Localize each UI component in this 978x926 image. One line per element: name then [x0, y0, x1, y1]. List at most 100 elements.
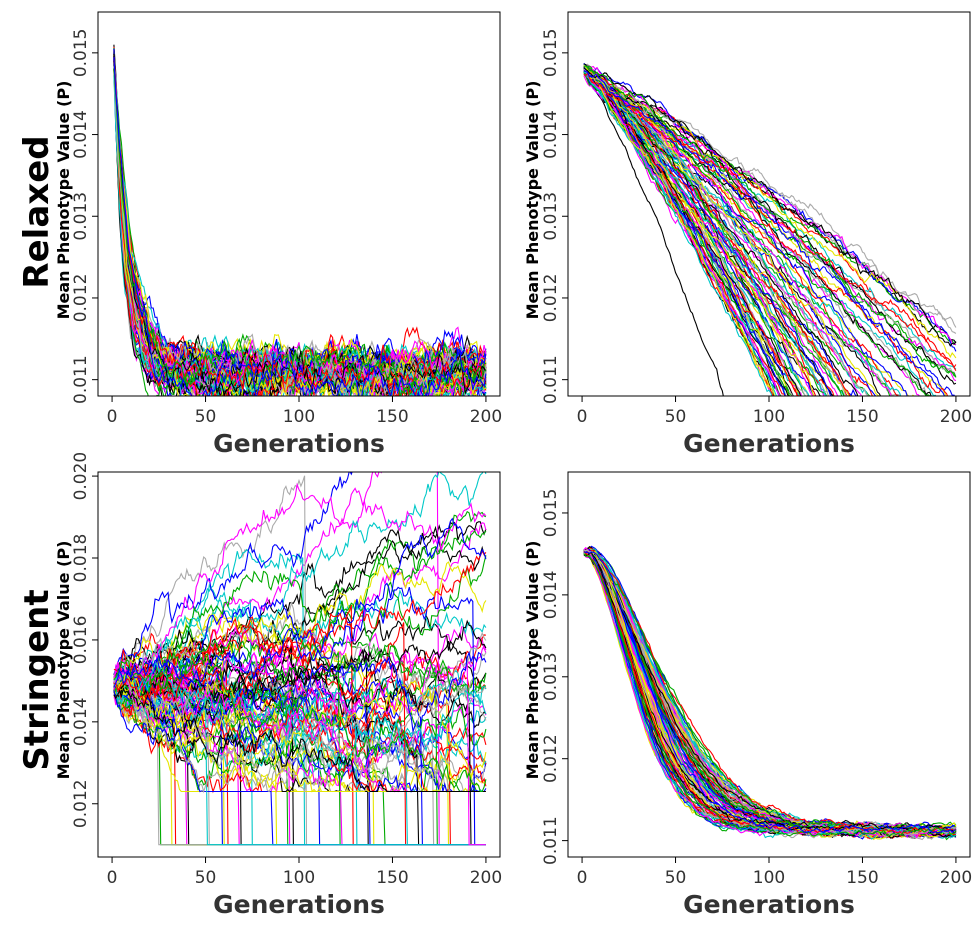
chart-panel-top-right: 0 50 100 150 200 0.011 0.012 0.013 0.014 0.015 Gen… [523, 11, 972, 458]
y-tick-label: 0.013 [71, 192, 91, 241]
x-tick-label: 50 [665, 407, 687, 427]
series-line [113, 57, 487, 396]
y-tick-label: 0.014 [71, 698, 91, 747]
series-line [113, 57, 487, 396]
y-tick-label: 0.011 [541, 816, 561, 865]
series-line [583, 550, 957, 835]
x-tick-label: 100 [283, 868, 315, 888]
series-line [583, 70, 902, 396]
x-tick-label: 50 [195, 407, 217, 427]
y-tick-label: 0.014 [71, 110, 91, 159]
series-line [583, 73, 957, 346]
series-line [583, 67, 957, 347]
series-line [583, 66, 810, 396]
series-line [113, 517, 487, 688]
series-line [583, 72, 810, 396]
y-axis-title: Mean Phenotype Value (P) [54, 81, 73, 320]
x-tick-label: 0 [577, 868, 588, 888]
x-tick-label: 150 [376, 868, 408, 888]
y-tick-label: 0.013 [541, 652, 561, 701]
y-tick-label: 0.015 [71, 29, 91, 78]
series-line [583, 67, 957, 359]
series-group [113, 472, 487, 846]
series-line [583, 551, 957, 839]
panels: 0 50 100 150 200 0.011 0.012 0.013 0.014 0.015 Gen… [54, 11, 972, 919]
series-line [113, 53, 487, 396]
x-axis-title: Generations [213, 890, 385, 919]
x-tick-label: 100 [283, 407, 315, 427]
x-tick-label: 150 [846, 407, 878, 427]
y-tick-label: 0.012 [71, 274, 91, 323]
y-tick-label: 0.012 [71, 779, 91, 828]
x-tick-label: 200 [470, 407, 502, 427]
series-line [583, 70, 773, 396]
series-line [113, 57, 487, 394]
row-label-stringent: Stringent [17, 589, 57, 770]
series-line [113, 687, 486, 793]
chart-panel-bottom-left: 0 50 100 150 200 0.012 0.014 0.016 0.018 0.020 Gen… [54, 452, 502, 919]
series-line [583, 552, 956, 840]
x-tick-label: 150 [846, 868, 878, 888]
chart-panel-top-left: 0 50 100 150 200 0.011 0.012 0.013 0.014 0.015 Gen… [54, 11, 502, 458]
series-line [113, 677, 487, 779]
series-line [113, 482, 487, 684]
series-line [583, 553, 957, 838]
x-tick-label: 200 [470, 868, 502, 888]
series-line [583, 69, 835, 396]
chart-panel-bottom-right: 0 50 100 150 200 0.011 0.012 0.013 0.014 0.015 Gen… [523, 471, 972, 919]
series-line [583, 552, 956, 838]
series-line [583, 551, 956, 834]
series-line [583, 71, 777, 396]
x-tick-label: 0 [107, 868, 118, 888]
y-axis-title: Mean Phenotype Value (P) [523, 81, 542, 320]
series-line [583, 550, 957, 835]
series-line [113, 58, 487, 387]
series-line [583, 550, 957, 841]
series-line [113, 58, 487, 394]
x-tick-label: 50 [665, 868, 687, 888]
series-group [113, 44, 487, 396]
x-axis-title: Generations [683, 429, 855, 458]
series-line [583, 70, 946, 396]
series-group [583, 545, 957, 841]
series-line [583, 70, 802, 396]
series-group [583, 62, 957, 396]
y-axis-title: Mean Phenotype Value (P) [54, 541, 73, 780]
series-line [583, 554, 956, 839]
y-tick-label: 0.012 [541, 734, 561, 783]
series-line [113, 58, 487, 391]
series-line [583, 65, 957, 378]
y-tick-label: 0.014 [541, 110, 561, 159]
series-line [113, 51, 487, 387]
y-tick-label: 0.011 [71, 355, 91, 404]
x-tick-label: 200 [940, 868, 972, 888]
x-tick-label: 50 [195, 868, 217, 888]
series-line [113, 68, 487, 396]
series-line [113, 46, 487, 388]
series-line [113, 62, 487, 384]
x-tick-label: 200 [940, 407, 972, 427]
series-line [113, 68, 487, 391]
y-tick-label: 0.013 [541, 192, 561, 241]
x-tick-label: 0 [107, 407, 118, 427]
series-line [583, 69, 931, 396]
series-line [583, 64, 815, 396]
x-axis-title: Generations [213, 429, 385, 458]
x-axis-title: Generations [683, 890, 855, 919]
series-line [583, 553, 957, 839]
series-line [583, 68, 724, 396]
x-tick-label: 100 [753, 868, 785, 888]
series-line [583, 553, 957, 837]
series-line [583, 67, 957, 370]
series-line [113, 57, 487, 390]
y-tick-label: 0.020 [71, 452, 91, 501]
y-tick-label: 0.015 [541, 29, 561, 78]
x-tick-label: 0 [577, 407, 588, 427]
series-line [583, 65, 849, 396]
series-line [583, 552, 957, 840]
series-line [113, 682, 486, 846]
series-line [583, 71, 859, 396]
series-line [583, 548, 956, 836]
